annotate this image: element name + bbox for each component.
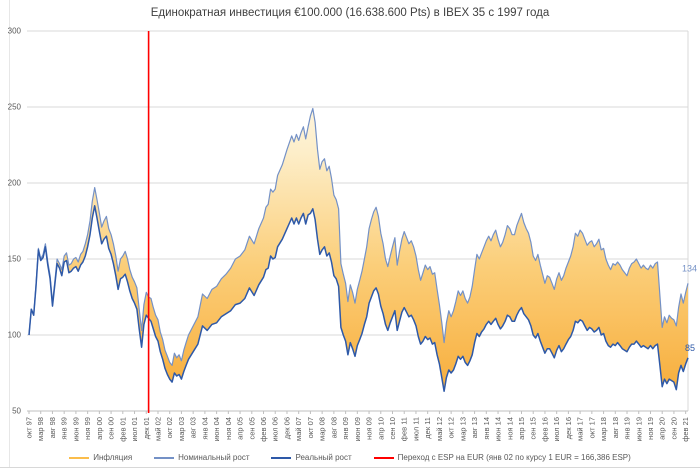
x-tick-label: дек 06 — [282, 417, 291, 439]
chart-legend: Инфляция Номинальный рост Реальный рост Пер… — [0, 453, 700, 462]
x-tick-label: май 17 — [576, 417, 585, 441]
x-tick-label: апр 00 — [95, 417, 104, 440]
x-tick-label: сен 15 — [529, 417, 538, 440]
legend-item: Номинальный рост — [154, 453, 249, 462]
y-tick-label: 250 — [8, 103, 22, 112]
x-tick-label: сен 00 — [107, 417, 116, 440]
x-tick-label: окт 17 — [587, 417, 596, 438]
x-tick-label: май 12 — [435, 417, 444, 441]
x-tick-label: ноя 09 — [365, 417, 374, 440]
end-label-real: 85 — [685, 343, 695, 353]
x-tick-label: ноя 04 — [224, 417, 233, 440]
x-tick-label: июл 16 — [552, 417, 561, 441]
y-tick-label: 200 — [8, 179, 22, 188]
legend-item: Переход с ESP на EUR (янв 02 по курсу 1 … — [373, 453, 631, 462]
legend-swatch-line — [69, 456, 90, 459]
x-tick-label: апр 05 — [236, 417, 245, 440]
x-tick-label: фев 11 — [400, 417, 409, 441]
y-tick-label: 300 — [8, 27, 22, 36]
x-tick-label: фев 01 — [118, 417, 127, 442]
x-tick-label: авг 18 — [611, 417, 620, 438]
x-tick-label: мар 13 — [458, 417, 467, 441]
x-tick-label: дек 16 — [564, 417, 573, 439]
inflation-band — [29, 108, 688, 392]
x-tick-label: сен 20 — [669, 417, 678, 440]
end-label-nominal: 134 — [682, 263, 697, 273]
x-tick-label: мар 03 — [177, 417, 186, 441]
x-tick-label: июн 99 — [71, 417, 80, 441]
legend-label: Реальный рост — [295, 453, 352, 462]
x-tick-label: янв 99 — [60, 417, 69, 440]
legend-swatch-line — [271, 456, 292, 459]
x-tick-label: мар 18 — [599, 417, 608, 441]
window-edge-line — [9, 0, 10, 467]
chart-title: Единократная инвестиция €100.000 (16.638… — [150, 7, 550, 19]
x-tick-label: окт 07 — [306, 417, 315, 438]
legend-item: Реальный рост — [271, 453, 352, 462]
legend-label: Переход с ESP на EUR (янв 02 по курсу 1 … — [397, 453, 631, 462]
legend-label: Номинальный рост — [178, 453, 250, 462]
x-tick-label: янв 19 — [623, 417, 632, 440]
x-tick-label: окт 97 — [25, 417, 34, 438]
x-tick-label: мар 98 — [36, 417, 45, 441]
x-tick-label: фев 21 — [681, 417, 690, 442]
real-growth-line — [28, 205, 689, 392]
x-tick-label: сен 05 — [247, 417, 256, 440]
nominal-growth-line — [28, 107, 689, 366]
x-tick-label: дек 01 — [142, 417, 151, 439]
x-tick-label: июн 09 — [353, 417, 362, 441]
x-tick-label: апр 15 — [517, 417, 526, 440]
y-tick-label: 50 — [12, 407, 21, 416]
x-tick-label: апр 20 — [658, 417, 667, 440]
x-tick-label: июл 06 — [271, 417, 280, 441]
x-tick-label: окт 02 — [165, 417, 174, 438]
legend-item: Инфляция — [69, 453, 132, 462]
x-tick-label: июн 14 — [494, 417, 503, 441]
x-tick-label: июл 01 — [130, 417, 139, 441]
x-tick-label: авг 08 — [329, 417, 338, 438]
legend-swatch-line — [373, 456, 394, 459]
x-tick-label: мар 08 — [318, 417, 327, 441]
x-tick-label: май 02 — [153, 417, 162, 441]
x-tick-label: авг 13 — [470, 417, 479, 438]
x-tick-label: ноя 99 — [83, 417, 92, 440]
x-tick-label: июн 04 — [212, 417, 221, 441]
x-tick-label: фев 16 — [540, 417, 549, 442]
legend-label: Инфляция — [93, 453, 133, 462]
x-tick-label: янв 09 — [341, 417, 350, 440]
x-tick-label: сен 10 — [388, 417, 397, 440]
x-tick-label: авг 03 — [189, 417, 198, 438]
x-tick-label: янв 04 — [200, 417, 209, 440]
x-tick-label: янв 14 — [482, 417, 491, 440]
x-tick-label: фев 06 — [259, 417, 268, 442]
x-tick-label: июн 19 — [634, 417, 643, 441]
x-tick-label: дек 11 — [423, 417, 432, 439]
x-tick-label: окт 12 — [447, 417, 456, 438]
y-tick-label: 100 — [8, 331, 22, 340]
x-tick-label: май 07 — [294, 417, 303, 441]
x-tick-label: ноя 19 — [646, 417, 655, 440]
x-tick-label: июл 11 — [411, 417, 420, 441]
x-tick-label: ноя 14 — [505, 417, 514, 440]
legend-swatch-line — [154, 456, 175, 459]
x-tick-label: апр 10 — [376, 417, 385, 440]
y-tick-label: 150 — [8, 255, 22, 264]
x-tick-label: авг 98 — [48, 417, 57, 438]
